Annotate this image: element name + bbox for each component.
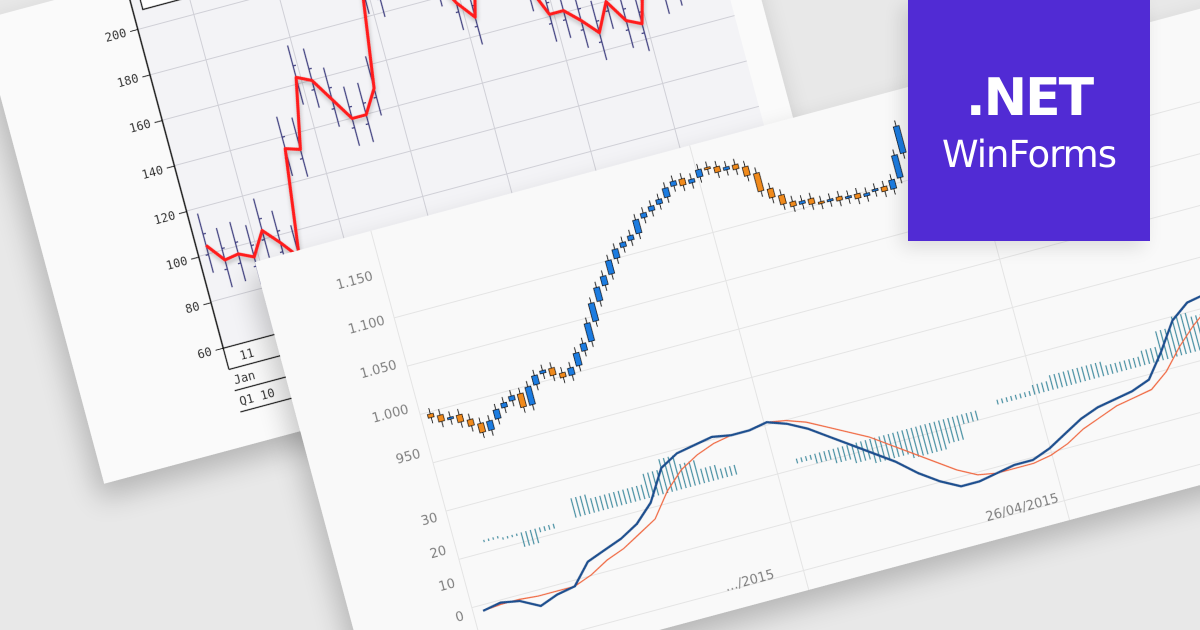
candlesticks bbox=[426, 120, 907, 439]
signal-line bbox=[482, 267, 1200, 612]
back-y-ticks: 60 80 100 120 140 160 180 200 bbox=[103, 26, 224, 362]
back-y-tick-label: 140 bbox=[140, 163, 165, 182]
back-x-tick-day: 11 bbox=[238, 346, 256, 363]
indicator-tick-label: 20 bbox=[428, 544, 448, 563]
back-y-tick-label: 200 bbox=[103, 26, 128, 45]
back-y-tick-label: 60 bbox=[196, 345, 214, 362]
dotnet-winforms-badge: .NET WinForms bbox=[908, 0, 1150, 241]
back-y-tick-label: 160 bbox=[128, 117, 153, 136]
indicator-tick-label: 10 bbox=[437, 576, 457, 595]
back-y-tick-label: 120 bbox=[152, 208, 177, 227]
price-tick-label: 950 bbox=[394, 447, 422, 468]
back-y-axis bbox=[124, 0, 224, 349]
back-x-month: Jan bbox=[232, 368, 257, 387]
back-y-tick-label: 180 bbox=[116, 71, 141, 90]
macd-histogram bbox=[483, 312, 1200, 548]
badge-title: .NET bbox=[965, 68, 1094, 128]
indicator-axis: 0 10 20 30 bbox=[420, 511, 466, 626]
badge-subtitle: WinForms bbox=[942, 133, 1117, 176]
indicator-tick-label: 0 bbox=[454, 609, 466, 626]
macd-line bbox=[482, 270, 1200, 612]
front-grid bbox=[370, 63, 1200, 630]
back-y-tick-label: 100 bbox=[165, 254, 190, 273]
weighted-close-line bbox=[205, 0, 677, 262]
indicator-tick-label: 30 bbox=[420, 511, 440, 530]
back-y-tick-label: 80 bbox=[184, 299, 202, 316]
